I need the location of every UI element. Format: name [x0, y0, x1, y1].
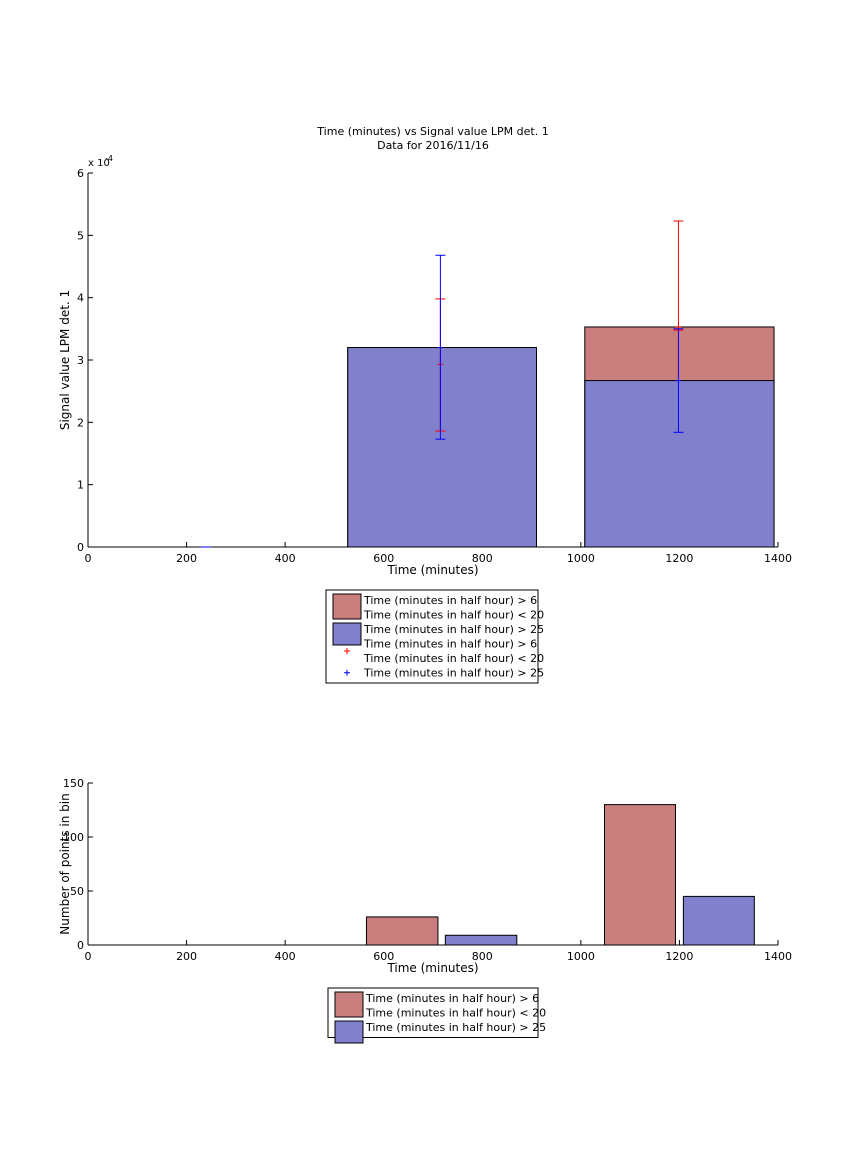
x-tick-label: 1400	[764, 552, 792, 565]
count-chart: 0 200 400 600 800 1000 1200 1400 0 50 100 150 Time (…	[58, 777, 792, 1044]
y-tick-label: 5	[77, 229, 84, 242]
x-axis-label: Time (minutes)	[386, 961, 478, 975]
x-tick-label: 200	[176, 950, 197, 963]
x-tick-label: 200	[176, 552, 197, 565]
y-tick-label: 0	[77, 541, 84, 554]
legend-entry-label: Time (minutes in half hour) > 6	[363, 594, 537, 607]
exponent-power: -4	[105, 154, 113, 163]
y-tick-label: 100	[63, 831, 84, 844]
x-tick-label: 600	[373, 950, 394, 963]
x-tick-label: 600	[373, 552, 394, 565]
chart-title: Time (minutes) vs Signal value LPM det. …	[316, 125, 548, 138]
legend-entry-label: Time (minutes in half hour) < 20	[363, 609, 544, 622]
y-axis-label: Number of points in bin	[58, 793, 72, 934]
x-axis-label: Time (minutes)	[386, 563, 478, 577]
legend-entry-label: Time (minutes in half hour) > 25	[363, 623, 544, 636]
chart-subtitle: Data for 2016/11/16	[377, 139, 489, 152]
bar-blue	[444, 934, 518, 946]
bar-blue	[682, 895, 755, 946]
y-tick-label: 4	[77, 292, 84, 305]
y-axis-label: Signal value LPM det. 1	[58, 290, 72, 430]
x-tick-label: 0	[85, 950, 92, 963]
legend-entry-label: Time (minutes in half hour) > 25	[363, 667, 544, 680]
legend-patch-swatch	[332, 622, 362, 646]
signal-chart: 0 200 400 600 800 1000 1200 1400 0 1 2 3 4 5 6 Time (mi…	[58, 125, 792, 684]
bar-red	[604, 804, 676, 946]
legend-entry-label: Time (minutes in half hour) > 6	[363, 638, 537, 651]
x-tick-label: 400	[275, 552, 296, 565]
y-tick-label: 150	[63, 777, 84, 790]
y-tick-label: 1	[77, 479, 84, 492]
legend-entry-label: Time (minutes in half hour) < 20	[365, 1007, 546, 1020]
y-tick-label: 0	[77, 939, 84, 952]
y-tick-label: 3	[77, 354, 84, 367]
x-tick-label: 1200	[665, 950, 693, 963]
legend-patch-swatch	[334, 1020, 364, 1044]
legend-patch-swatch	[334, 991, 364, 1018]
x-tick-label: 0	[85, 552, 92, 565]
x-tick-label: 1000	[567, 552, 595, 565]
y-tick-label: 2	[77, 416, 84, 429]
x-tick-label: 1200	[665, 552, 693, 565]
exponent-label: x 10	[88, 158, 110, 169]
bar-blue	[347, 347, 537, 548]
legend-patch-swatch	[332, 593, 362, 620]
legend-entry-label: Time (minutes in half hour) < 20	[363, 652, 544, 665]
bar-blue	[584, 380, 775, 548]
x-tick-label: 800	[472, 552, 493, 565]
x-tick-label: 800	[472, 950, 493, 963]
legend-entry-label: Time (minutes in half hour) > 25	[365, 1021, 546, 1034]
y-tick-label: 6	[77, 167, 84, 180]
bar-red	[365, 916, 439, 946]
x-tick-label: 1000	[567, 950, 595, 963]
legend-entry-label: Time (minutes in half hour) > 6	[365, 992, 539, 1005]
y-tick-label: 50	[70, 885, 84, 898]
x-tick-label: 1400	[764, 950, 792, 963]
x-tick-label: 400	[275, 950, 296, 963]
